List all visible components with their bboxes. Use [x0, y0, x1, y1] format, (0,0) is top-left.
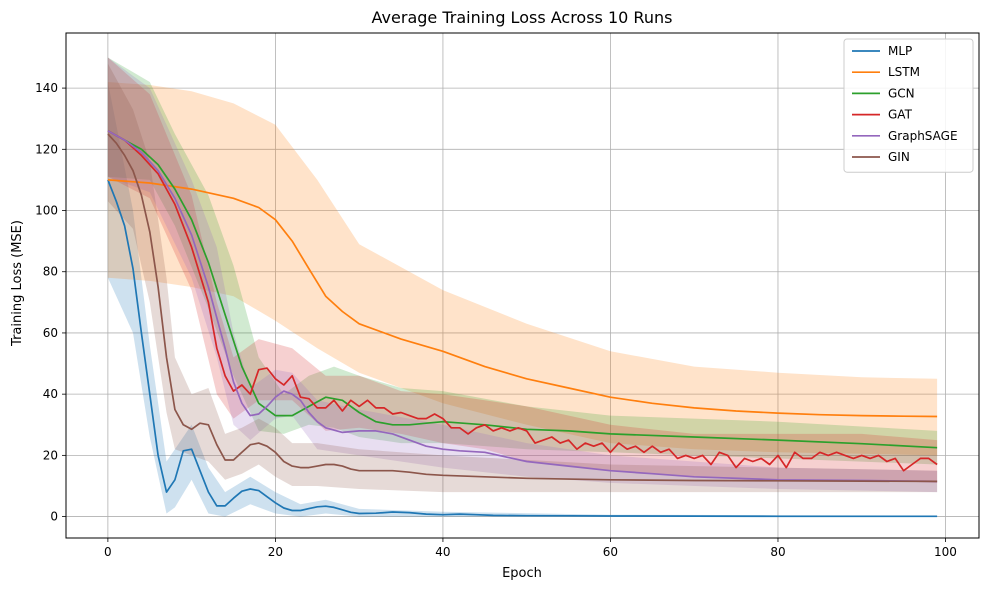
- band-lstm: [107, 82, 938, 456]
- band-mlp: [107, 82, 938, 517]
- legend-label: GAT: [888, 108, 913, 122]
- x-tick-label: 0: [104, 545, 112, 559]
- y-tick-label: 60: [43, 326, 58, 340]
- y-tick-label: 80: [43, 265, 58, 279]
- axis-ticks: 0 20 40 60 80 100 0 20 40 60 80 100 120 140: [35, 81, 957, 559]
- x-tick-label: 100: [934, 545, 957, 559]
- x-tick-label: 60: [603, 545, 618, 559]
- y-tick-label: 40: [43, 387, 58, 401]
- line-gin: [107, 133, 938, 483]
- x-tick-label: 80: [770, 545, 785, 559]
- legend-label: GraphSAGE: [888, 129, 958, 143]
- line-gcn: [107, 130, 938, 449]
- confidence-bands: [107, 57, 938, 517]
- legend-label: LSTM: [888, 65, 920, 79]
- x-axis-label: Epoch: [502, 566, 542, 581]
- legend: MLP LSTM GCN GAT GraphSAGE GIN: [843, 38, 974, 173]
- plot-frame: [65, 32, 980, 539]
- line-graphsage: [107, 130, 938, 483]
- chart-title: Average Training Loss Across 10 Runs: [372, 8, 673, 27]
- y-tick-label: 100: [35, 204, 58, 218]
- legend-label: MLP: [888, 44, 912, 58]
- y-axis-label: Training Loss (MSE): [10, 220, 25, 347]
- x-tick-label: 20: [268, 545, 283, 559]
- line-gat: [107, 130, 938, 472]
- band-gat: [107, 57, 938, 483]
- legend-label: GCN: [888, 86, 915, 100]
- y-tick-label: 0: [50, 510, 58, 524]
- y-tick-label: 120: [35, 142, 58, 156]
- x-tick-label: 40: [435, 545, 450, 559]
- legend-label: GIN: [888, 150, 910, 164]
- line-mlp: [107, 179, 938, 518]
- y-tick-label: 140: [35, 81, 58, 95]
- y-tick-label: 20: [43, 448, 58, 462]
- series-lines: [107, 130, 938, 518]
- line-lstm: [107, 179, 938, 418]
